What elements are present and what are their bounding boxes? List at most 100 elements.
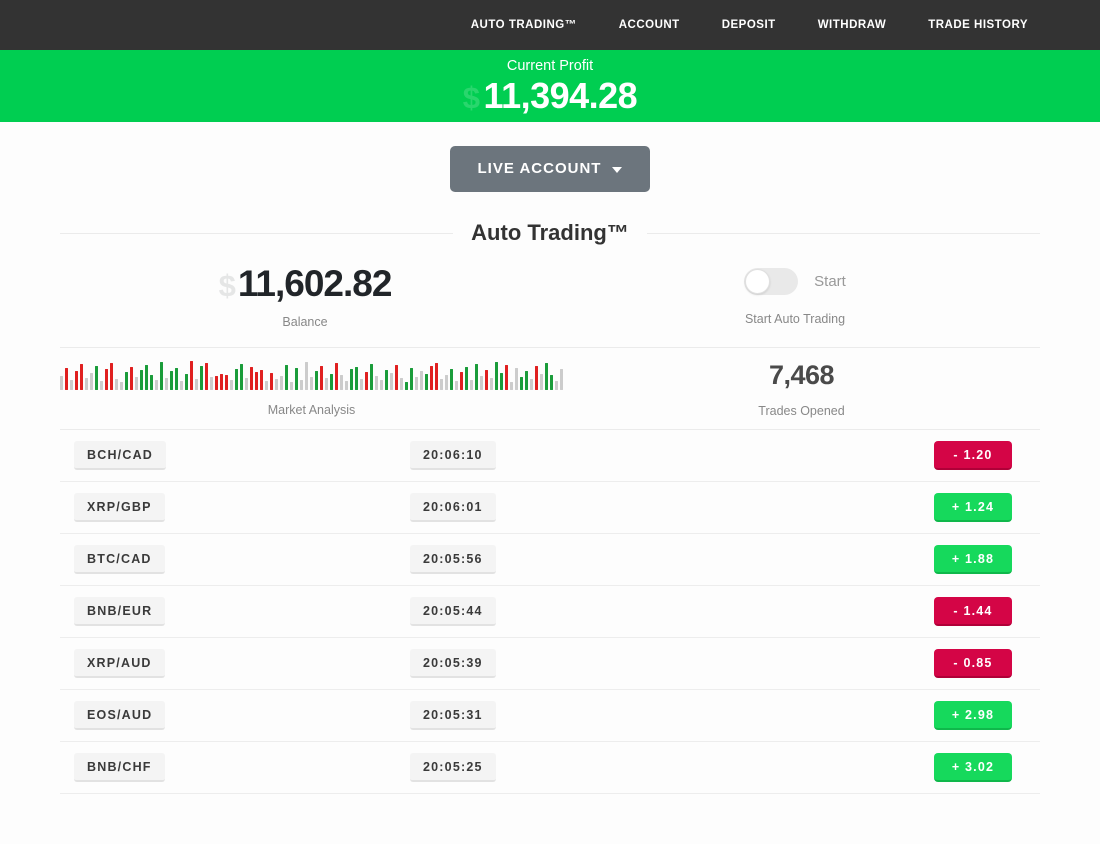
sparkline-bar <box>265 381 268 390</box>
stats-row-market-trades: Market Analysis 7,468 Trades Opened <box>60 348 1040 430</box>
start-auto-trading-toggle[interactable] <box>744 267 799 295</box>
sparkline-bar <box>355 367 358 390</box>
balance-value: $11,602.82 <box>219 265 393 302</box>
trade-pair-cell: EOS/AUD <box>60 701 410 730</box>
trade-pair-cell: XRP/GBP <box>60 493 410 522</box>
sparkline-bar <box>175 368 178 390</box>
trade-time-cell: 20:06:01 <box>410 493 762 522</box>
sparkline-bar <box>285 365 288 390</box>
sparkline-bar <box>330 374 333 390</box>
sparkline-bar <box>520 377 523 390</box>
sparkline-bar <box>515 368 518 390</box>
current-profit-value: $11,394.28 <box>462 75 638 117</box>
auto-trading-caption: Start Auto Trading <box>744 311 846 326</box>
trades-opened-value: 7,468 <box>768 359 835 390</box>
sparkline-bar <box>370 364 373 390</box>
trade-pair-cell: XRP/AUD <box>60 649 410 678</box>
sparkline-bar <box>120 382 123 390</box>
trade-timestamp-chip: 20:05:39 <box>410 649 496 678</box>
sparkline-bar <box>495 362 498 390</box>
sparkline-bar <box>130 367 133 390</box>
trade-result-badge: - 1.44 <box>934 597 1012 626</box>
trade-time-cell: 20:05:44 <box>410 597 762 626</box>
sparkline-bar <box>365 372 368 390</box>
sparkline-bar <box>205 363 208 390</box>
sparkline-bar <box>195 379 198 390</box>
trade-pair-chip: BNB/CHF <box>74 753 165 782</box>
sparkline-bar <box>525 371 528 390</box>
trade-result-badge: - 1.20 <box>934 441 1012 470</box>
trade-pair-cell: BCH/CAD <box>60 441 410 470</box>
auto-trading-section-header: Auto Trading™ <box>60 214 1040 246</box>
trade-timestamp-chip: 20:05:25 <box>410 753 496 782</box>
trade-pair-chip: BNB/EUR <box>74 597 166 626</box>
nav-auto-trading[interactable]: AUTO TRADING™ <box>470 19 577 31</box>
sparkline-bar <box>350 369 353 390</box>
sparkline-bar <box>60 376 63 390</box>
trade-row[interactable]: BCH/CAD 20:06:10 - 1.20 <box>60 430 1040 482</box>
sparkline-bar <box>375 376 378 390</box>
live-account-dropdown-button[interactable]: LIVE ACCOUNT <box>449 146 651 192</box>
sparkline-bar <box>85 378 88 390</box>
trade-pair-cell: BNB/CHF <box>60 753 410 782</box>
live-account-label: LIVE ACCOUNT <box>477 160 602 177</box>
sparkline-bar <box>65 368 68 390</box>
trade-time-cell: 20:05:25 <box>410 753 762 782</box>
sparkline-bar <box>315 371 318 390</box>
trade-row[interactable]: XRP/GBP 20:06:01 + 1.24 <box>60 482 1040 534</box>
sparkline-bar <box>360 379 363 390</box>
trade-result-badge: + 3.02 <box>934 753 1012 782</box>
sparkline-bar <box>385 370 388 390</box>
sparkline-bar <box>380 380 383 390</box>
trade-pair-chip: BCH/CAD <box>74 441 167 470</box>
nav-withdraw[interactable]: WITHDRAW <box>817 19 887 31</box>
sparkline-bar <box>80 364 83 390</box>
sparkline-bar <box>440 379 443 390</box>
trade-amount-cell: + 1.24 <box>762 493 1040 522</box>
trade-result-badge: + 1.88 <box>934 545 1012 574</box>
account-selector-area: LIVE ACCOUNT <box>0 122 1100 214</box>
sparkline-bar <box>540 374 543 390</box>
trade-timestamp-chip: 20:05:44 <box>410 597 496 626</box>
market-analysis-sparkline <box>60 360 563 390</box>
sparkline-bar <box>390 373 393 390</box>
sparkline-bar <box>450 369 453 390</box>
trade-pair-chip: XRP/AUD <box>74 649 165 678</box>
trade-row[interactable]: BNB/CHF 20:05:25 + 3.02 <box>60 742 1040 794</box>
trade-row[interactable]: BNB/EUR 20:05:44 - 1.44 <box>60 586 1040 638</box>
trade-row[interactable]: XRP/AUD 20:05:39 - 0.85 <box>60 638 1040 690</box>
trade-pair-cell: BTC/CAD <box>60 545 410 574</box>
sparkline-bar <box>200 366 203 390</box>
sparkline-bar <box>165 378 168 390</box>
sparkline-bar <box>135 377 138 390</box>
sparkline-bar <box>295 368 298 390</box>
sparkline-bar <box>155 380 158 390</box>
market-analysis-caption: Market Analysis <box>267 403 356 417</box>
trade-pair-chip: XRP/GBP <box>74 493 165 522</box>
nav-trade-history[interactable]: TRADE HISTORY <box>928 19 1028 31</box>
trade-timestamp-chip: 20:05:31 <box>410 701 496 730</box>
sparkline-bar <box>555 381 558 390</box>
trade-amount-cell: - 0.85 <box>762 649 1040 678</box>
current-profit-amount: 11,394.28 <box>483 75 638 117</box>
nav-account[interactable]: ACCOUNT <box>618 19 680 31</box>
sparkline-bar <box>210 377 213 390</box>
trade-result-badge: + 2.98 <box>934 701 1012 730</box>
sparkline-bar <box>480 376 483 390</box>
trade-amount-cell: - 1.20 <box>762 441 1040 470</box>
trade-timestamp-chip: 20:06:01 <box>410 493 496 522</box>
top-navigation-bar: AUTO TRADING™ ACCOUNT DEPOSIT WITHDRAW TRADE… <box>0 0 1100 50</box>
sparkline-bar <box>290 382 293 390</box>
currency-symbol: $ <box>462 80 480 116</box>
nav-deposit[interactable]: DEPOSIT <box>721 19 776 31</box>
trade-row[interactable]: BTC/CAD 20:05:56 + 1.88 <box>60 534 1040 586</box>
balance-caption: Balance <box>282 314 328 329</box>
toggle-state-label: Start <box>814 272 846 290</box>
trade-row[interactable]: EOS/AUD 20:05:31 + 2.98 <box>60 690 1040 742</box>
sparkline-bar <box>215 376 218 390</box>
sparkline-bar <box>75 371 78 390</box>
sparkline-bar <box>425 374 428 390</box>
auto-trading-toggle-stat: Start Start Auto Trading <box>550 246 1040 347</box>
trade-amount-cell: + 2.98 <box>762 701 1040 730</box>
trades-opened-caption: Trades Opened <box>758 403 845 418</box>
